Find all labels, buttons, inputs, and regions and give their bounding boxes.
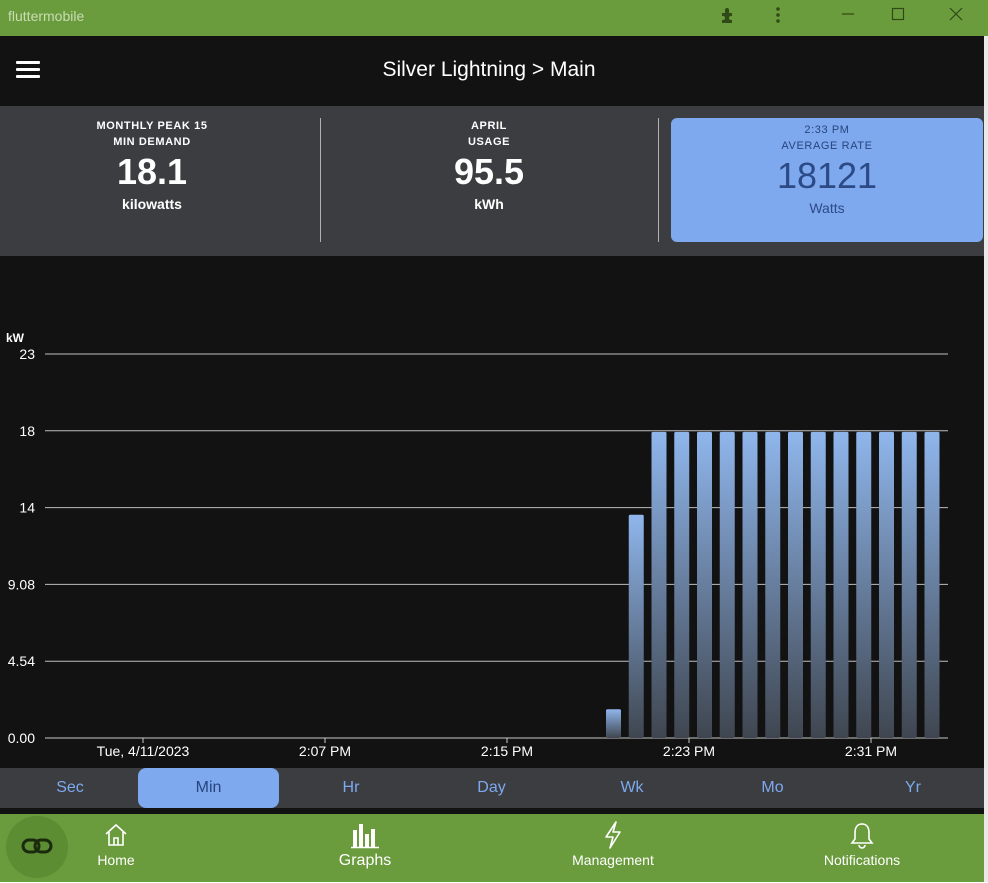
stat-monthly-peak: MONTHLY PEAK 15 MIN DEMAND 18.1 kilowatt… — [2, 118, 302, 242]
nav-notifications[interactable]: Notifications — [812, 820, 912, 868]
bell-icon — [850, 823, 874, 849]
window-title: fluttermobile — [8, 8, 85, 24]
page-title: Silver Lightning > Main — [382, 58, 596, 81]
stat-label: MIN DEMAND — [113, 136, 191, 148]
chart-bar[interactable] — [697, 431, 712, 738]
y-axis-unit: kW — [6, 331, 25, 345]
chart-bar[interactable] — [833, 431, 849, 738]
nav-home[interactable]: Home — [86, 820, 146, 868]
period-tab-day[interactable]: Day — [477, 779, 506, 796]
link-icon — [21, 838, 53, 854]
nav-label: Management — [572, 852, 654, 868]
usage-chart: kW 0.00 4.54 9.08 14 18 23 Tue, 4/11/2023 2:07 P… — [0, 256, 984, 768]
maximize-icon[interactable] — [886, 6, 910, 28]
app-bar: Silver Lightning > Main — [0, 36, 984, 106]
puzzle-icon[interactable] — [716, 6, 740, 28]
chart-bar[interactable] — [810, 431, 826, 738]
stat-value: 18.1 — [116, 151, 188, 192]
chart-bar[interactable] — [879, 431, 894, 738]
chart-svg: kW 0.00 4.54 9.08 14 18 23 Tue, 4/11/2023 2:07 P… — [6, 331, 948, 759]
bottom-nav: Home Graphs Management Notifications — [0, 814, 984, 882]
chart-bar[interactable] — [651, 431, 667, 738]
stat-unit: Watts — [809, 200, 845, 216]
y-tick-label: 23 — [19, 346, 35, 362]
stat-unit: kWh — [474, 196, 504, 212]
stat-divider — [658, 118, 659, 242]
stat-value: 95.5 — [453, 151, 525, 192]
lightning-icon — [605, 821, 621, 849]
stat-label: APRIL — [471, 120, 507, 132]
stat-unit: kilowatts — [122, 196, 182, 212]
window-titlebar: fluttermobile — [0, 0, 988, 36]
y-tick-label: 4.54 — [8, 653, 35, 669]
chart-bar[interactable] — [856, 431, 872, 738]
x-tick-label: 2:23 PM — [663, 743, 715, 759]
nav-graphs[interactable]: Graphs — [330, 820, 400, 870]
chart-bar[interactable] — [924, 431, 940, 738]
close-icon[interactable] — [944, 6, 968, 28]
period-tab-min[interactable]: Min — [138, 768, 279, 808]
period-tab-yr[interactable]: Yr — [905, 779, 921, 796]
chart-bar[interactable] — [719, 431, 735, 738]
stat-timestamp: 2:33 PM — [804, 124, 850, 136]
nav-label: Graphs — [338, 852, 392, 869]
x-tick-label: 2:07 PM — [299, 743, 351, 759]
chart-bar[interactable] — [606, 709, 621, 738]
x-tick-label: 2:15 PM — [481, 743, 533, 759]
x-tick-label: 2:31 PM — [845, 743, 897, 759]
stats-panel: MONTHLY PEAK 15 MIN DEMAND 18.1 kilowatt… — [0, 106, 984, 256]
period-tab-mo[interactable]: Mo — [761, 779, 784, 796]
stat-average-rate[interactable]: 2:33 PM AVERAGE RATE 18121 Watts — [671, 118, 983, 242]
period-tab-sec[interactable]: Sec — [56, 779, 84, 796]
chart-bar[interactable] — [674, 431, 690, 738]
app-window: Silver Lightning > Main MONTHLY PEAK 15 … — [0, 36, 984, 882]
stat-divider — [320, 118, 321, 242]
y-tick-label: 14 — [19, 500, 35, 516]
chart-bar[interactable] — [628, 514, 644, 738]
stat-label: MONTHLY PEAK 15 — [96, 120, 208, 132]
bar-chart-icon — [351, 824, 379, 849]
y-tick-label: 9.08 — [8, 576, 35, 592]
menu-icon[interactable] — [16, 61, 40, 79]
more-vert-icon[interactable] — [766, 6, 790, 28]
chart-bar[interactable] — [765, 431, 781, 738]
stat-usage: APRIL USAGE 95.5 kWh — [339, 118, 639, 242]
home-icon — [105, 823, 127, 846]
stat-value: 18121 — [776, 155, 878, 196]
chart-bar[interactable] — [901, 431, 917, 738]
period-tab-wk[interactable]: Wk — [620, 779, 644, 796]
chart-bar[interactable] — [742, 431, 758, 738]
nav-label: Notifications — [823, 852, 901, 868]
link-button[interactable] — [6, 816, 68, 878]
chart-bar[interactable] — [788, 431, 803, 738]
stat-label: USAGE — [467, 136, 511, 148]
window-edge — [984, 36, 988, 882]
y-tick-label: 18 — [19, 423, 35, 439]
x-tick-label: Tue, 4/11/2023 — [97, 743, 190, 759]
minimize-icon[interactable] — [836, 6, 860, 28]
nav-label: Home — [97, 852, 135, 868]
stat-label: AVERAGE RATE — [781, 140, 873, 152]
y-tick-label: 0.00 — [8, 730, 35, 746]
period-tab-hr[interactable]: Hr — [342, 779, 360, 796]
period-selector: Sec Min Hr Day Wk Mo Yr — [0, 768, 984, 808]
nav-management[interactable]: Management — [563, 820, 663, 868]
